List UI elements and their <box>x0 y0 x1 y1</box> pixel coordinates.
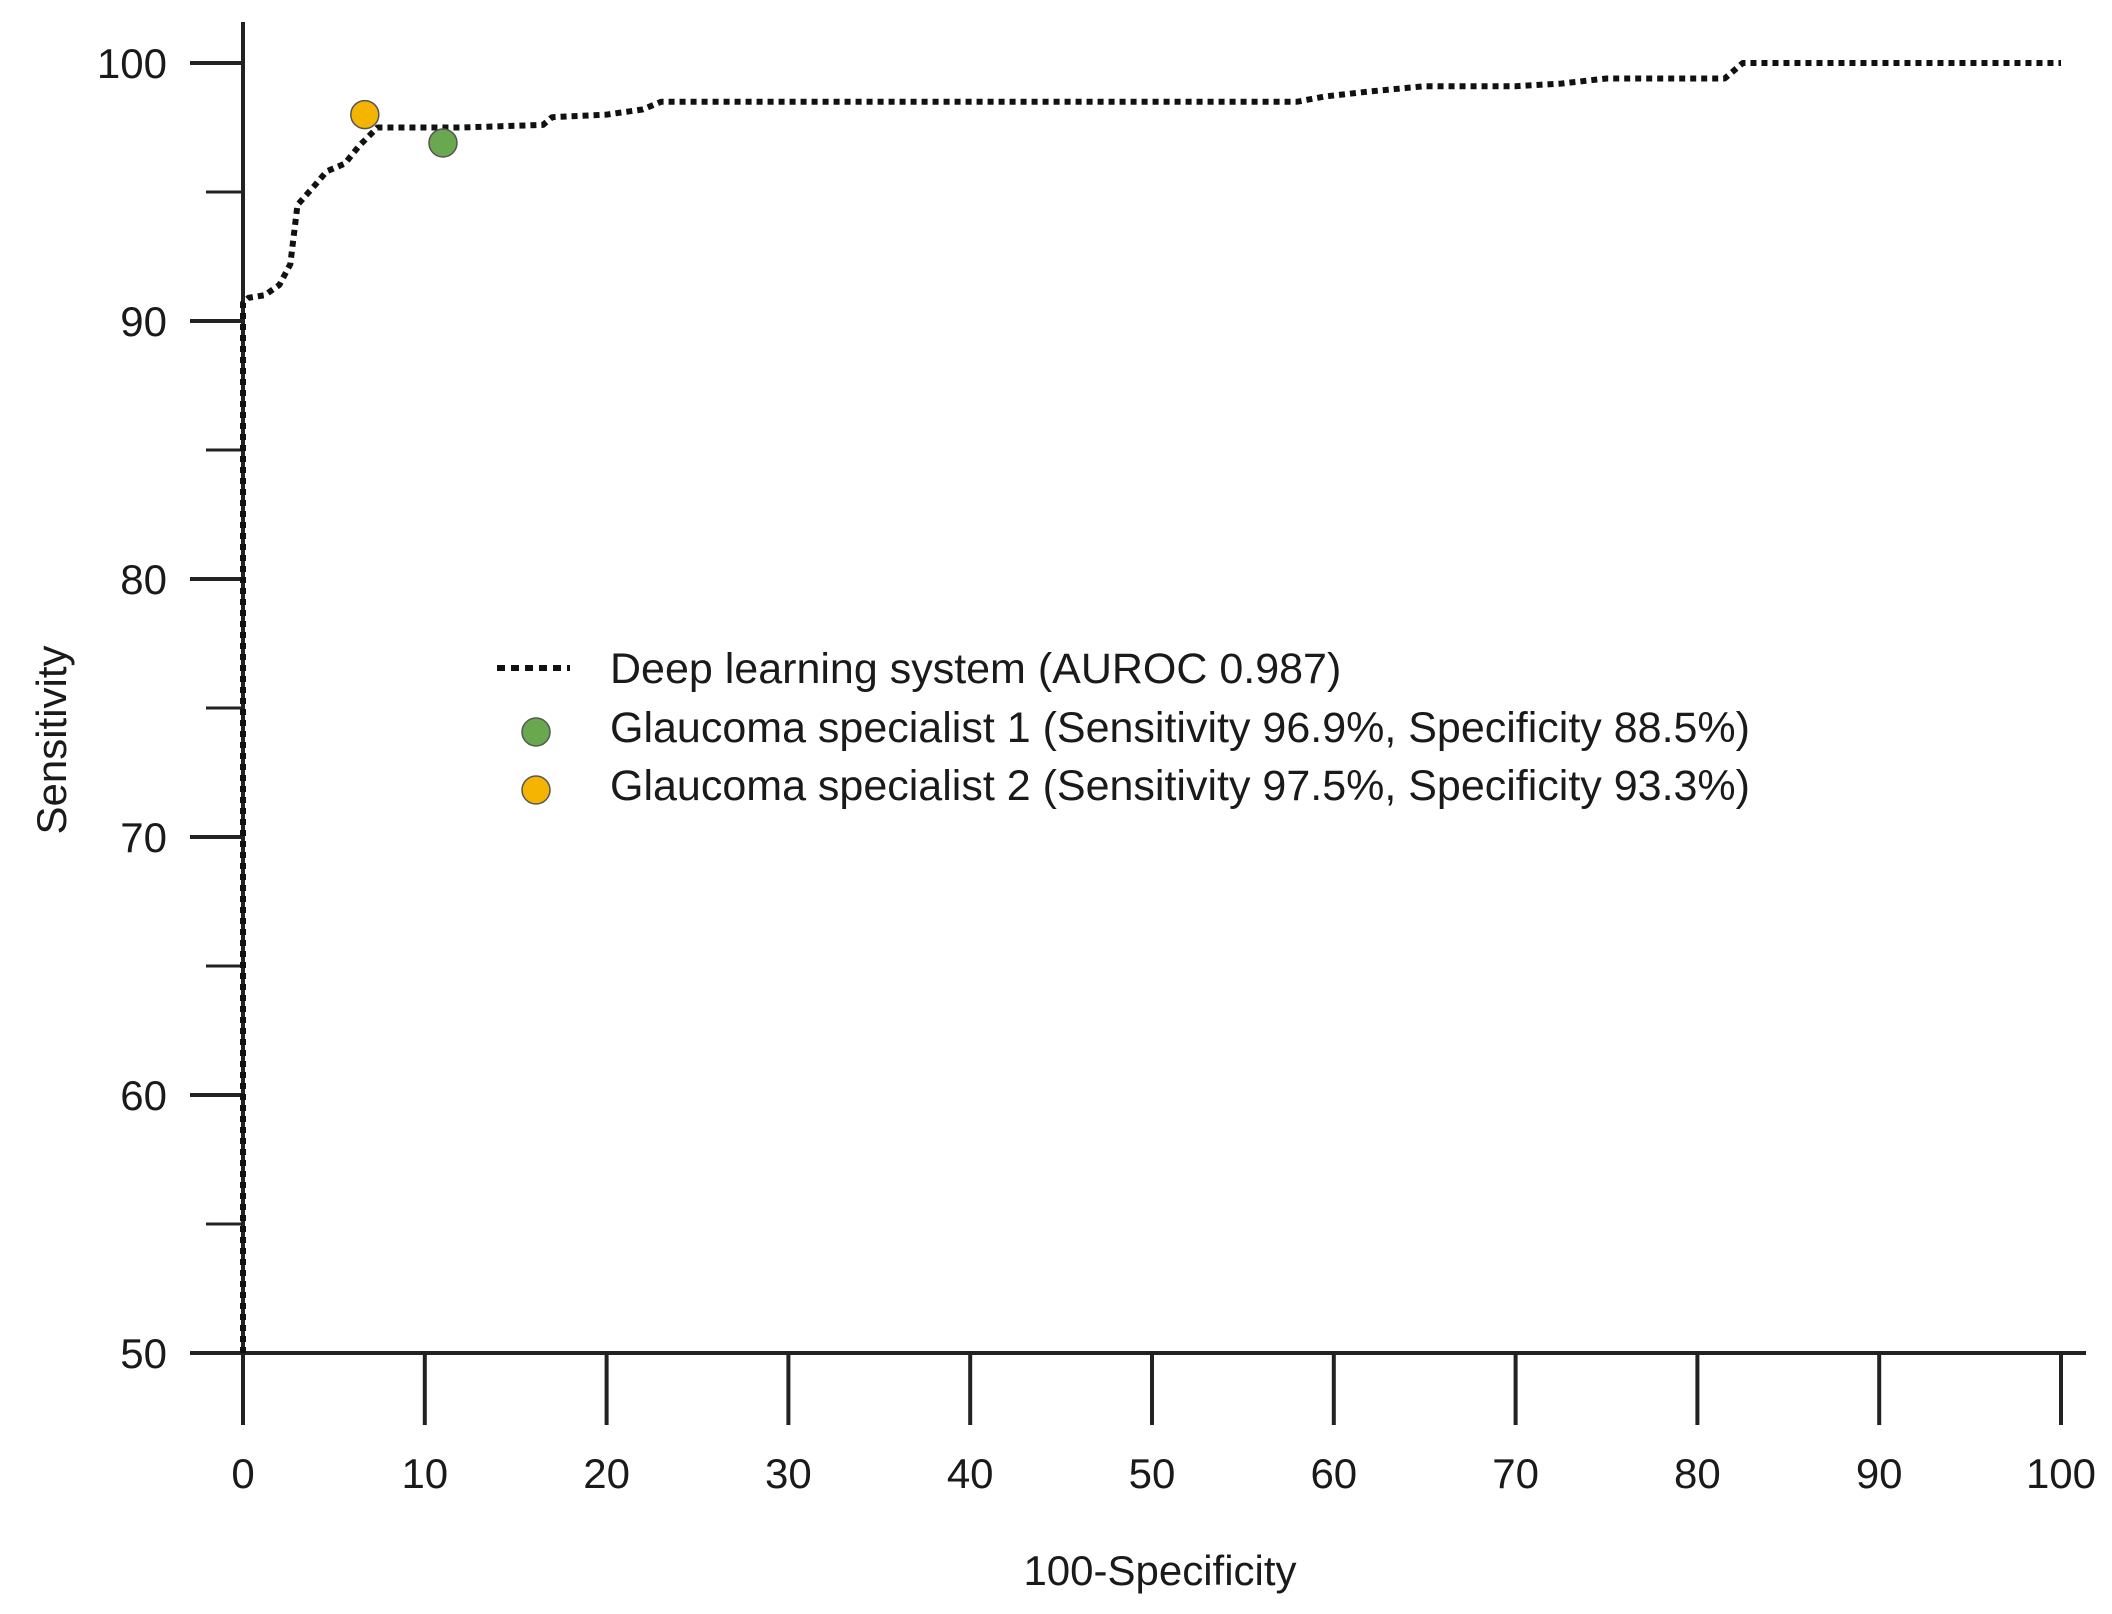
axes: 50 60 70 80 90 100 0 10 20 30 40 50 60 70 80 90 100 100-S… <box>28 22 2096 1594</box>
x-tick-label-0: 0 <box>231 1450 254 1497</box>
y-tick-label-100: 100 <box>97 40 167 87</box>
x-tick-label-20: 20 <box>583 1450 630 1497</box>
x-axis-title: 100-Specificity <box>1023 1547 1296 1594</box>
x-tick-label-30: 30 <box>765 1450 812 1497</box>
specialist-2-point <box>350 99 380 130</box>
y-tick-label-70: 70 <box>120 814 167 861</box>
y-axis-title: Sensitivity <box>28 645 75 834</box>
x-tick-label-100: 100 <box>2026 1450 2096 1497</box>
x-tick-label-40: 40 <box>947 1450 994 1497</box>
roc-curve <box>240 60 2061 1353</box>
x-tick-label-70: 70 <box>1492 1450 1539 1497</box>
y-tick-label-90: 90 <box>120 298 167 345</box>
y-tick-label-60: 60 <box>120 1072 167 1119</box>
plot-area <box>240 60 2061 1353</box>
x-tick-label-10: 10 <box>401 1450 448 1497</box>
x-tick-label-90: 90 <box>1856 1450 1903 1497</box>
legend-label-1: Glaucoma specialist 1 (Sensitivity 96.9%… <box>610 704 1750 752</box>
specialist-1-point <box>428 128 458 158</box>
legend-label-2: Glaucoma specialist 2 (Sensitivity 97.5%… <box>610 762 1750 810</box>
legend: Deep learning system (AUROC 0.987) Glauco… <box>497 645 1750 810</box>
x-tick-label-80: 80 <box>1674 1450 1721 1497</box>
y-tick-label-50: 50 <box>120 1330 167 1377</box>
y-tick-label-80: 80 <box>120 556 167 603</box>
legend-swatch-specialist-1 <box>521 717 551 747</box>
legend-label-0: Deep learning system (AUROC 0.987) <box>610 645 1341 693</box>
x-tick-label-50: 50 <box>1129 1450 1176 1497</box>
legend-swatch-specialist-2 <box>521 775 551 805</box>
x-tick-label-60: 60 <box>1310 1450 1357 1497</box>
